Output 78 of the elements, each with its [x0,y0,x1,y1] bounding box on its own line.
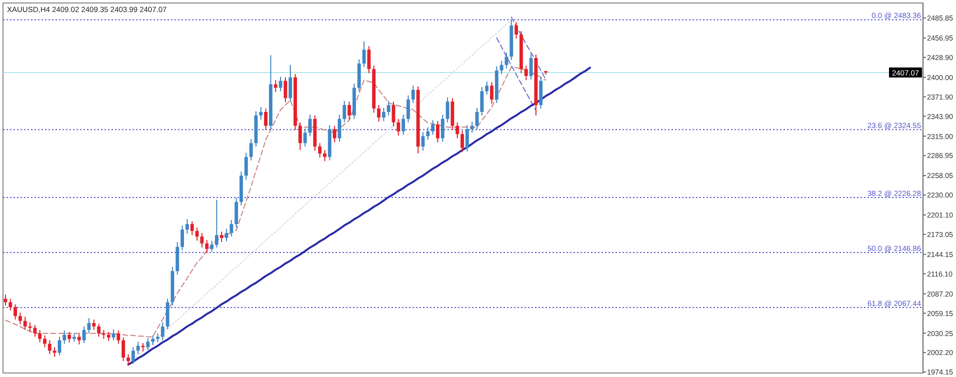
candlestick [33,324,37,338]
candlestick [406,94,410,123]
candlestick [318,142,322,158]
candlestick [8,298,12,312]
candlestick [460,130,464,153]
candlestick [92,319,96,330]
candlestick [48,340,52,355]
candlestick [210,240,214,252]
candlestick [259,106,263,120]
candlestick [514,22,518,40]
candlestick [342,100,346,123]
candlestick [485,81,489,96]
candlestick [116,330,120,344]
candlestick [52,346,56,358]
candlestick [230,219,234,237]
candlestick [303,128,307,148]
candlestick [224,228,228,242]
candlestick [338,114,342,142]
candlestick [382,107,386,122]
candlestick [456,122,460,139]
candlestick [87,318,91,334]
candlestick [332,125,336,143]
candlestick [367,46,371,74]
candlestick [440,114,444,142]
candlestick [151,334,155,346]
candlestick [68,331,72,343]
candlestick [411,85,415,104]
candlestick [249,138,253,161]
candlestick [14,304,17,320]
candlestick [205,239,209,254]
candlestick [524,65,528,81]
candlestick [18,312,22,325]
candlestick [274,80,278,92]
candlestick [77,334,81,345]
candlestick [214,199,218,248]
candlestick [23,316,27,330]
candlestick [500,60,504,74]
candlestick [377,104,380,122]
candlestick [234,197,238,228]
line-series [510,16,546,80]
candlestick [396,118,400,136]
candlestick [244,152,248,180]
candlestick [38,329,42,343]
candlestick [431,120,435,136]
line-series [128,19,512,364]
candlestick [436,120,440,143]
candlestick [220,231,224,243]
line-series [127,66,591,366]
candlestick [43,334,46,348]
candlestick [402,114,406,136]
candlestick [323,150,326,162]
candlestick [386,100,390,116]
candlestick [284,76,288,103]
candlestick [122,337,126,362]
line-series [496,37,536,112]
candlestick [160,322,164,341]
candlestick [426,126,430,140]
candlestick [146,338,150,350]
candlestick [264,108,268,130]
candlestick [288,64,292,102]
candlestick [298,122,302,151]
candlestick [185,218,189,234]
candlestick [421,132,425,152]
candlestick [190,220,194,236]
candlestick [131,346,135,364]
candlestick [136,341,140,355]
candlestick [62,330,66,344]
candlestick [82,326,86,344]
candlestick [126,354,130,366]
candlestick [465,124,469,152]
candlestick [348,101,352,120]
candlestick [490,82,494,104]
candlestick [200,232,204,248]
candlestick [180,224,184,251]
candlestick [470,121,474,134]
candlestick [97,323,100,338]
candlestick [480,86,484,116]
candlestick [28,322,32,332]
